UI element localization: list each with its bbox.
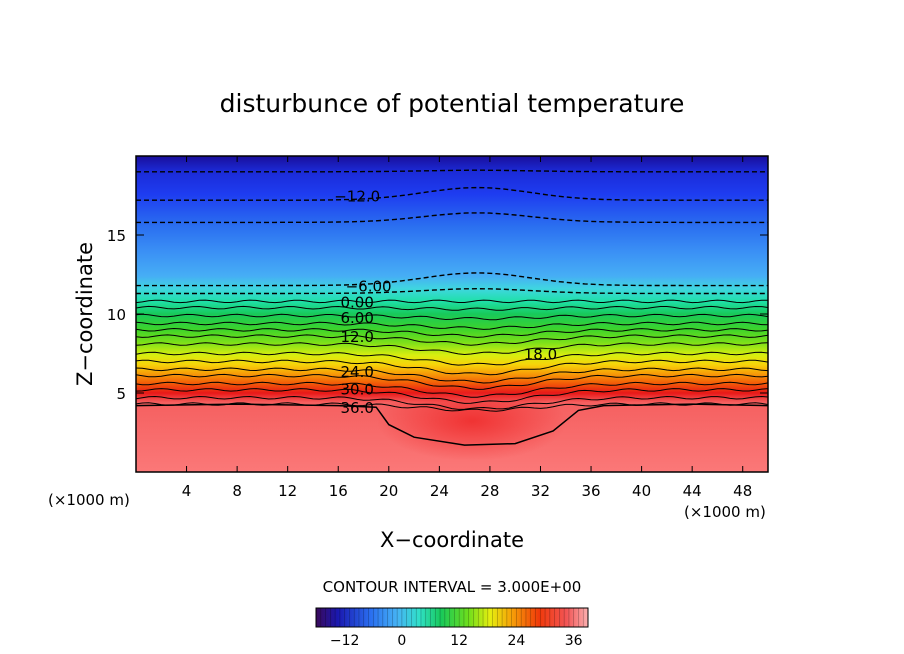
colorbar: −12 0 12 24 36 xyxy=(315,607,589,649)
contour-line xyxy=(136,186,768,201)
x-unit-right: (×1000 m) xyxy=(684,503,766,521)
contour-line xyxy=(136,327,768,338)
colorbar-tick-label: −12 xyxy=(330,633,360,649)
y-tick-label: 15 xyxy=(107,227,126,245)
colorbar-strip xyxy=(315,607,589,628)
x-tick-label: 32 xyxy=(531,482,550,500)
contour-line xyxy=(136,169,768,173)
contour-line xyxy=(136,287,768,295)
contour-label: 36.0 xyxy=(340,399,373,417)
contour-line xyxy=(136,373,768,390)
colorbar-tick-label: 24 xyxy=(508,633,526,649)
x-tick-label: 48 xyxy=(733,482,752,500)
contour-interval-text: CONTOUR INTERVAL = 3.000E+00 xyxy=(323,578,582,596)
contour-line xyxy=(136,367,768,384)
contour-line xyxy=(136,313,768,321)
contour-label: −12.0 xyxy=(334,188,380,206)
x-tick-label: 12 xyxy=(278,482,297,500)
x-tick-label: 40 xyxy=(632,482,651,500)
contour-label: 24.0 xyxy=(340,363,373,381)
contour-line xyxy=(136,402,768,412)
x-unit-left: (×1000 m) xyxy=(48,491,130,509)
contour-line xyxy=(136,299,768,304)
contour-line xyxy=(136,334,768,346)
x-tick-label: 36 xyxy=(581,482,600,500)
contour-label: 12.0 xyxy=(340,328,373,346)
x-tick-label: 28 xyxy=(480,482,499,500)
contour-line xyxy=(136,381,768,398)
contour-line xyxy=(136,305,768,311)
colorbar-ticks: −12 0 12 24 36 xyxy=(330,633,583,649)
contour-line xyxy=(136,342,768,356)
contour-line xyxy=(136,388,768,404)
x-axis-label: X−coordinate xyxy=(380,528,524,552)
contour-label: 18.0 xyxy=(524,346,557,364)
y-tick-label: 5 xyxy=(116,385,126,403)
x-tick-label: 8 xyxy=(232,482,242,500)
x-tick-label: 24 xyxy=(430,482,449,500)
x-tick-label: 20 xyxy=(379,482,398,500)
contour-line xyxy=(136,272,768,287)
colorbar-tick-label: 0 xyxy=(397,633,406,649)
contour-line-36 xyxy=(136,403,768,446)
contour-line xyxy=(136,351,768,366)
contour-line xyxy=(136,321,768,330)
y-axis-ticks: 5 10 15 xyxy=(107,227,768,403)
colorbar-tick-label: 12 xyxy=(450,633,468,649)
colorbar-tick-label: 36 xyxy=(565,633,583,649)
contour-line xyxy=(136,212,768,224)
contour-lines xyxy=(136,169,768,446)
y-tick-label: 10 xyxy=(107,306,126,324)
x-tick-label: 4 xyxy=(182,482,192,500)
contour-label: −6.00 xyxy=(346,278,392,296)
contour-line xyxy=(136,359,768,376)
contour-label: 30.0 xyxy=(340,380,373,398)
x-axis-ticks: 4 8 12 16 20 24 28 32 36 40 44 48 xyxy=(182,156,752,500)
chart-title: disturbunce of potential temperature xyxy=(220,89,685,118)
y-axis-label: Z−coordinate xyxy=(73,242,97,386)
x-tick-label: 44 xyxy=(683,482,702,500)
colorbar-separators xyxy=(320,608,584,627)
contour-label: 0.00 xyxy=(340,293,373,311)
x-tick-label: 16 xyxy=(329,482,348,500)
contour-line xyxy=(136,395,768,410)
contour-label: 6.00 xyxy=(340,309,373,327)
